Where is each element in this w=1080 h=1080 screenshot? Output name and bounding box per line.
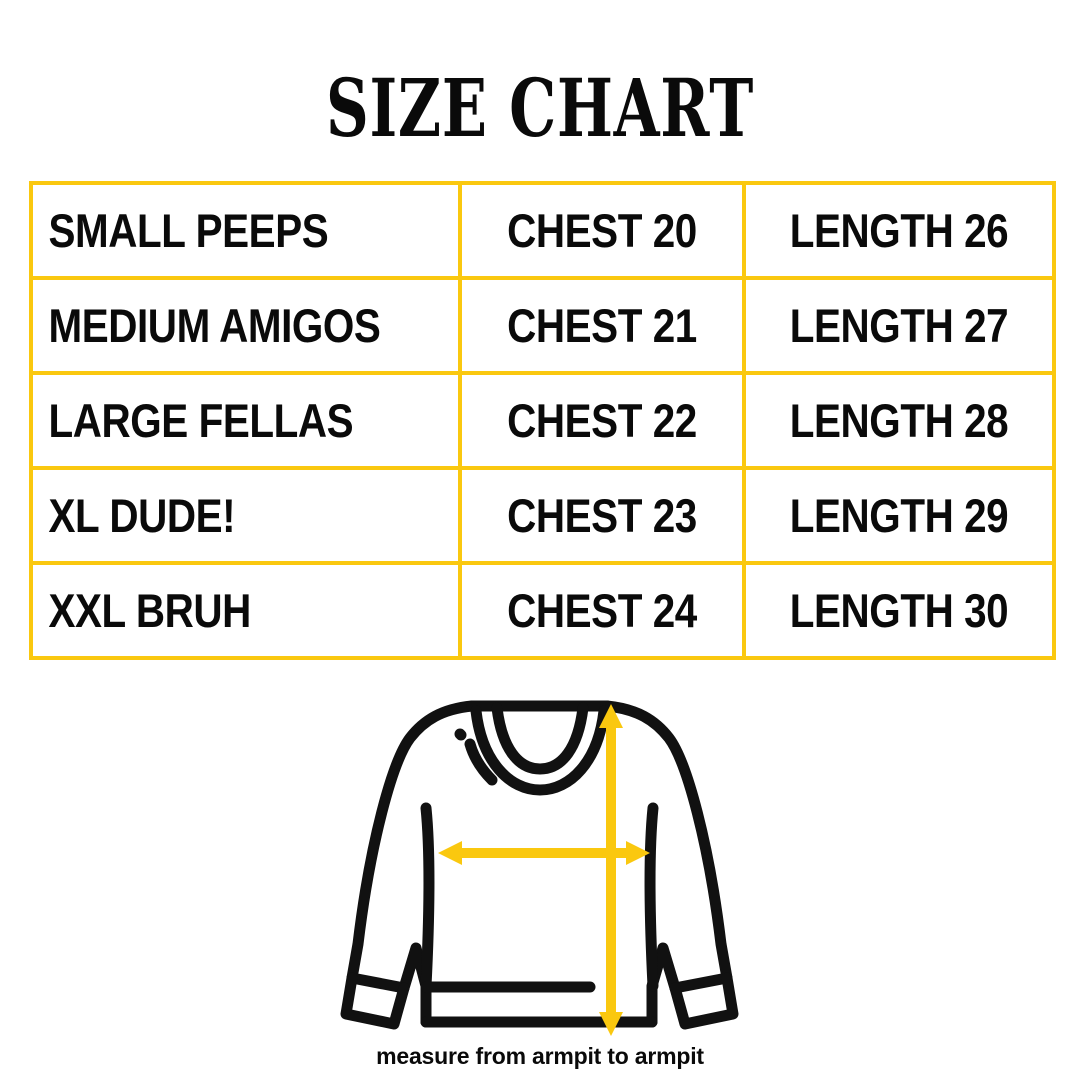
measurement-caption: measure from armpit to armpit: [376, 1043, 704, 1069]
length-label: LENGTH 26: [789, 203, 1009, 257]
cell-length: LENGTH 30: [742, 561, 1056, 660]
cell-length: LENGTH 28: [742, 371, 1056, 470]
cell-size: LARGE FELLAS: [29, 371, 462, 470]
chest-label: CHEST 20: [507, 203, 697, 257]
sweatshirt-outline-icon: [340, 700, 739, 1030]
cell-length: LENGTH 26: [742, 181, 1056, 280]
chest-label: CHEST 24: [507, 583, 697, 637]
chest-label: CHEST 21: [507, 298, 697, 352]
size-label: MEDIUM AMIGOS: [48, 298, 381, 352]
chest-measurement-arrow: [438, 841, 650, 865]
cell-chest: CHEST 24: [458, 561, 746, 660]
cell-chest: CHEST 22: [458, 371, 746, 470]
cell-chest: CHEST 21: [458, 276, 746, 375]
table-row: LARGE FELLAS CHEST 22 LENGTH 28: [29, 371, 1056, 470]
cell-size: MEDIUM AMIGOS: [29, 276, 462, 375]
length-label: LENGTH 27: [789, 298, 1009, 352]
size-label: XL DUDE!: [48, 488, 236, 542]
length-label: LENGTH 28: [789, 393, 1009, 447]
length-label: LENGTH 30: [789, 583, 1009, 637]
size-label: XXL BRUH: [48, 583, 251, 637]
cell-size: XL DUDE!: [29, 466, 462, 565]
size-label: LARGE FELLAS: [48, 393, 354, 447]
sweatshirt-illustration: [330, 686, 750, 1041]
cell-chest: CHEST 20: [458, 181, 746, 280]
size-chart-table: SMALL PEEPS CHEST 20 LENGTH 26 MEDIUM AM…: [29, 181, 1056, 660]
table-row: SMALL PEEPS CHEST 20 LENGTH 26: [29, 181, 1056, 280]
table-row: XXL BRUH CHEST 24 LENGTH 30: [29, 561, 1056, 660]
chest-label: CHEST 23: [507, 488, 697, 542]
chest-label: CHEST 22: [507, 393, 697, 447]
cell-size: SMALL PEEPS: [29, 181, 462, 280]
cell-size: XXL BRUH: [29, 561, 462, 660]
page-title: SIZE CHART: [326, 61, 754, 155]
size-label: SMALL PEEPS: [48, 203, 329, 257]
cell-length: LENGTH 27: [742, 276, 1056, 375]
cell-chest: CHEST 23: [458, 466, 746, 565]
cell-length: LENGTH 29: [742, 466, 1056, 565]
table-row: XL DUDE! CHEST 23 LENGTH 29: [29, 466, 1056, 565]
table-row: MEDIUM AMIGOS CHEST 21 LENGTH 27: [29, 276, 1056, 375]
length-label: LENGTH 29: [789, 488, 1009, 542]
length-measurement-arrow: [599, 704, 623, 1036]
